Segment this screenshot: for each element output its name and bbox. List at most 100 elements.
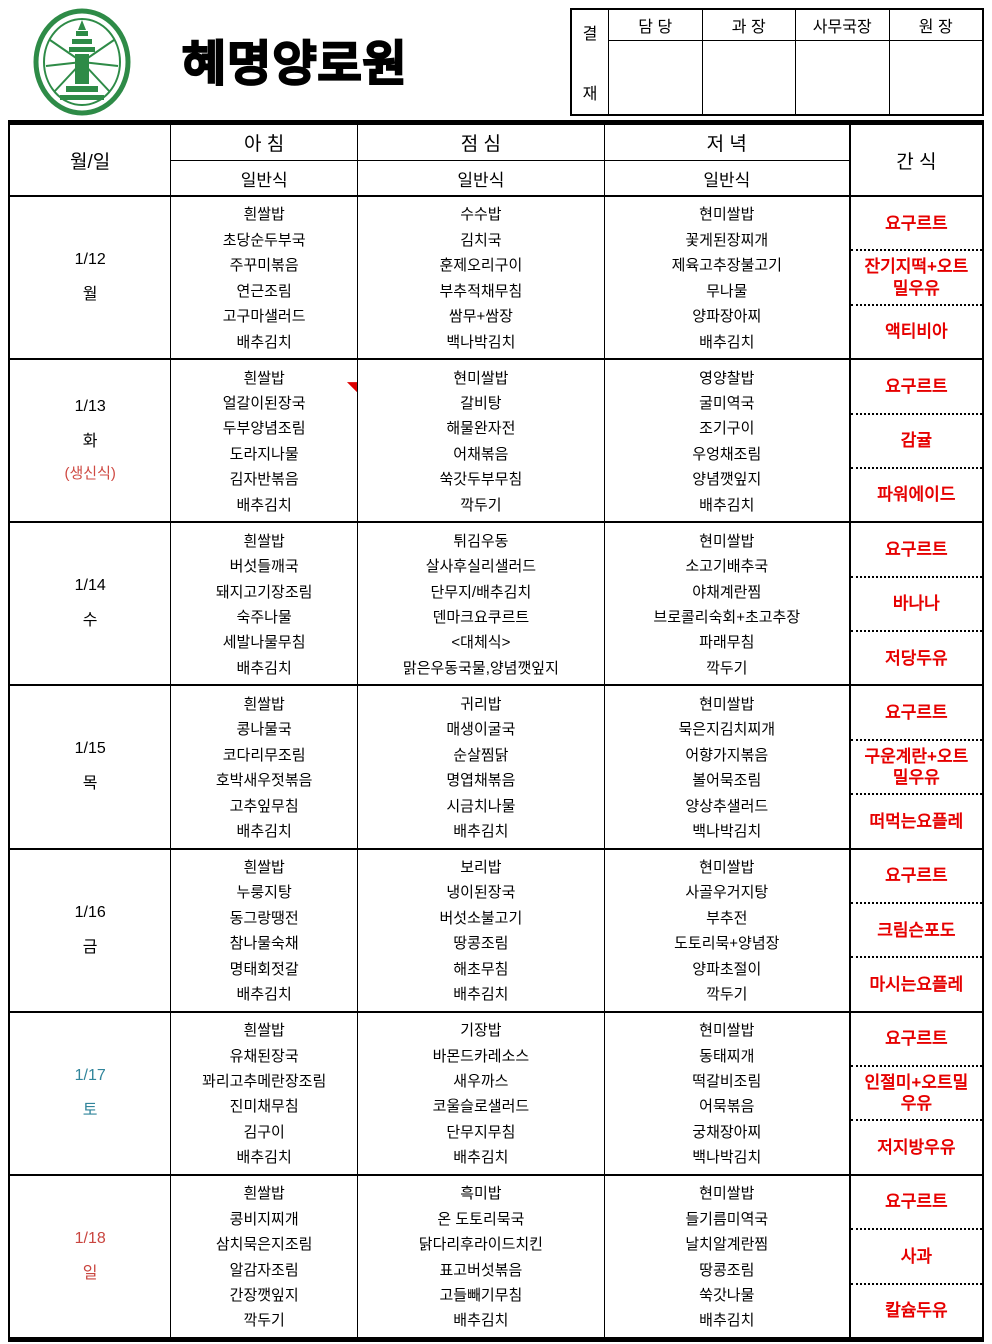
menu-item: 양파초절이 [692,960,762,978]
day-date-cell: 1/16 금 [10,849,172,1011]
snack-item: 바나나 [850,575,982,630]
day-row: 1/13 화 (생신식) 흰쌀밥 얼갈이된장국 두부양념조림 도라지나물 김자반볶음 배추김치 현… [10,360,982,524]
menu-item: 배추김치 [699,333,755,351]
menu-item: 꽃게된장찌개 [685,231,769,249]
menu-item: 배추김치 [236,496,292,514]
menu-item: 삼치묵은지조림 [215,1236,313,1254]
menu-item: 궁채장아찌 [692,1123,762,1141]
menu-item: 돼지고기장조림 [215,583,313,601]
col-header-date: 월/일 [10,125,172,195]
approval-col-damdang: 담 당 [609,10,703,114]
day-date: 1/12 [74,251,106,269]
menu-item: 흰쌀밥 [243,1022,285,1040]
menu-item: 배추김치 [699,496,755,514]
day-row: 1/15 목 흰쌀밥 콩나물국 코다리무조림 호박새우젓볶음 고추잎무침 배추김치 귀리밥 매생이… [10,686,982,850]
approval-table: 결 재 담 당 과 장 사무국장 원 장 [570,8,984,116]
snack-item: 크림슨포도 [850,901,982,956]
menu-item: 굴미역국 [699,395,755,413]
menu-item: 배추김치 [699,1312,755,1330]
menu-item: 현미쌀밥 [699,695,755,713]
snack-item: 파워에이드 [850,466,982,521]
day-date: 1/17 [74,1066,106,1084]
menu-item: 갈비탕 [460,395,502,413]
menu-item: 온 도토리묵국 [437,1210,525,1228]
menu-item: 두부양념조림 [222,420,306,438]
menu-item: 어묵볶음 [699,1098,755,1116]
day-row: 1/12 월 흰쌀밥 초당순두부국 주꾸미볶음 연근조림 고구마샐러드 배추김치 수수밥 김치국 훈… [10,197,982,361]
lunch-cell: 수수밥 김치국 훈제오리구이 부추적채무침 쌈무+쌈장 백나박김치 [358,197,605,359]
day-weekday: 수 [82,612,98,630]
comment-marker-icon [346,382,357,393]
day-row: 1/14 수 흰쌀밥 버섯들깨국 돼지고기장조림 숙주나물 세발나물무침 배추김치 튀김우동 살사… [10,523,982,687]
menu-item: 간장깻잎지 [229,1287,299,1305]
snack-item: 요구르트 [885,1029,948,1049]
menu-item: 콩비지찌개 [229,1210,299,1228]
menu-item: 부추적채무침 [439,282,523,300]
day-weekday: 금 [82,938,98,956]
menu-item: 현미쌀밥 [699,1185,755,1203]
menu-item: 참나물숙채 [229,935,299,953]
day-date: 1/13 [74,398,106,416]
breakfast-cell: 흰쌀밥 콩비지찌개 삼치묵은지조림 알감자조림 간장깻잎지 깍두기 [171,1175,358,1337]
menu-item: 흰쌀밥 [243,695,285,713]
day-row: 1/17 토 흰쌀밥 유채된장국 꽈리고추메란장조림 진미채무침 김구이 배추김치 기장밥 바몬드… [10,1012,982,1176]
day-row: 1/18 일 흰쌀밥 콩비지찌개 삼치묵은지조림 알감자조림 간장깻잎지 깍두기 흑미밥 온 도토… [10,1175,982,1337]
menu-item: 순살찜닭 [453,746,509,764]
snack-item: 인절미+오트밀우유 [850,1065,982,1119]
menu-item: 배추김치 [453,986,509,1004]
snack-item: 요구르트 [885,702,948,722]
snack-cell: 요구르트 구운계란+오트밀우유 떠먹는요플레 [850,686,982,847]
dinner-cell: 영양찰밥 굴미역국 조기구이 우엉채조림 양념깻잎지 배추김치 [605,360,851,522]
snack-item: 칼슘두유 [850,1282,982,1337]
signature-space [796,41,889,114]
menu-item: 시금치나물 [446,797,516,815]
menu-item: 도라지나물 [229,445,299,463]
menu-item: 조기구이 [699,420,755,438]
menu-item: 배추김치 [236,659,292,677]
menu-item: 배추김치 [453,1312,509,1330]
menu-item: 기장밥 [460,1022,502,1040]
menu-item: 깍두기 [706,659,748,677]
day-weekday: 일 [82,1264,98,1282]
facility-logo [26,6,138,123]
menu-item: 누룽지탕 [236,884,292,902]
approval-col-wonjang: 원 장 [889,10,982,114]
menu-item: 김치국 [460,231,502,249]
menu-item: 고추잎무침 [229,797,299,815]
day-weekday: 월 [82,286,98,304]
col-header-breakfast: 아 침 일반식 [171,125,358,195]
menu-item: 떡갈비조림 [692,1073,762,1091]
snack-item: 마시는요플레 [850,956,982,1010]
menu-item: 흰쌀밥 [243,532,285,550]
menu-item: 단무지무침 [446,1123,516,1141]
menu-item: 현미쌀밥 [699,206,755,224]
menu-item: 우엉채조림 [692,445,762,463]
approval-stamp-column: 결 재 [572,10,609,114]
menu-item: 깍두기 [706,986,748,1004]
snack-item: 사과 [850,1228,982,1282]
meal-subtype-dinner: 일반식 [703,170,751,190]
menu-item: 숙주나물 [236,609,292,627]
menu-item: 새우까스 [453,1073,509,1091]
menu-item: 깍두기 [460,496,502,514]
day-note: (생신식) [64,465,116,483]
approval-col-gwajang: 과 장 [702,10,796,114]
snack-item: 저지방우유 [850,1119,982,1173]
day-row: 1/16 금 흰쌀밥 누룽지탕 동그랑땡전 참나물숙채 명태회젓갈 배추김치 보리밥 냉이된장국 버… [10,849,982,1013]
snack-cell: 요구르트 감귤 파워에이드 [850,360,982,521]
snack-cell: 요구르트 크림슨포도 마시는요플레 [850,850,982,1011]
menu-item: 묵은지김치찌개 [678,721,776,739]
snack-item: 감귤 [850,412,982,467]
day-weekday: 목 [82,775,98,793]
menu-item: 김구이 [243,1123,285,1141]
menu-item: 보리밥 [460,859,502,876]
menu-item: 명엽채볶음 [446,772,516,790]
day-date-cell: 1/18 일 [10,1175,172,1337]
menu-item: 어채볶음 [453,445,509,463]
menu-item: 주꾸미볶음 [229,257,299,275]
signature-space [609,41,702,114]
page-title: 혜명양로원 [181,37,408,92]
menu-item: 흑미밥 [460,1185,502,1203]
menu-item: 훈제오리구이 [439,257,523,275]
